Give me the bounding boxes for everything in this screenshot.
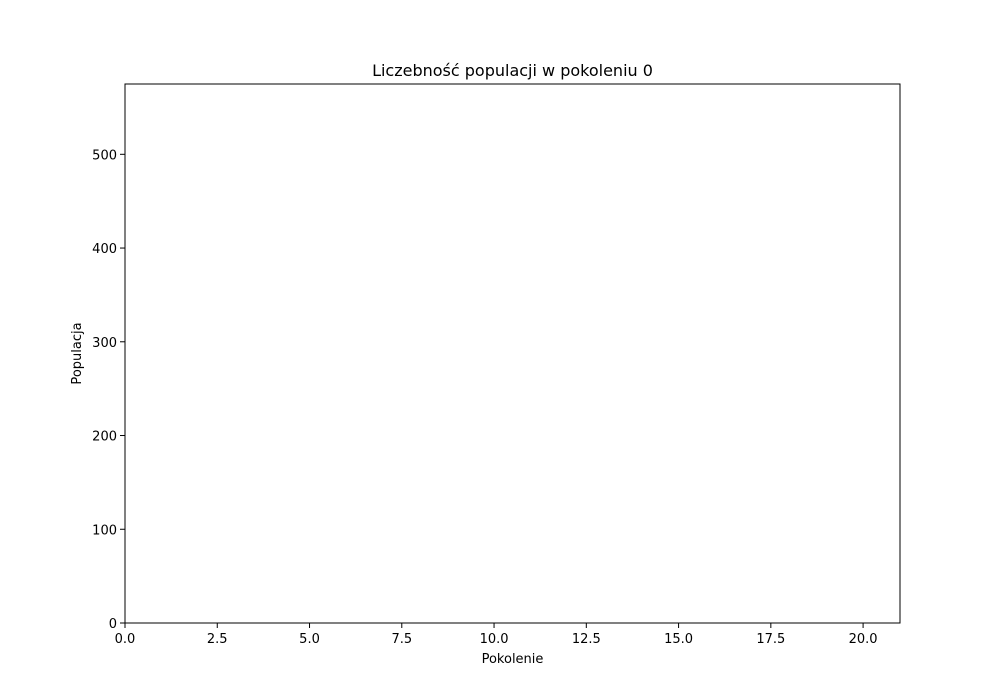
- x-tick-label: 7.5: [391, 632, 412, 647]
- y-tick-label: 400: [92, 242, 117, 257]
- y-tick-label: 200: [92, 430, 117, 445]
- plot-area: [124, 83, 901, 624]
- x-axis-label: Pokolenie: [482, 652, 544, 667]
- y-axis-ticks: 0 100 200 300 400 500: [92, 148, 125, 632]
- y-tick-label: 0: [109, 617, 117, 632]
- x-tick-label: 12.5: [572, 632, 601, 647]
- chart-title: Liczebność populacji w pokoleniu 0: [372, 61, 653, 80]
- x-tick-label: 0.0: [115, 632, 136, 647]
- x-tick-label: 20.0: [849, 632, 878, 647]
- x-tick-label: 5.0: [299, 632, 320, 647]
- y-tick-label: 300: [92, 336, 117, 351]
- x-tick-label: 2.5: [207, 632, 228, 647]
- y-tick-label: 500: [92, 148, 117, 163]
- x-tick-label: 10.0: [480, 632, 509, 647]
- y-axis-label: Populacja: [70, 322, 85, 384]
- x-tick-label: 17.5: [756, 632, 785, 647]
- x-tick-label: 15.0: [664, 632, 693, 647]
- x-axis-ticks: 0.0 2.5 5.0 7.5 10.0 12.5 15.0 17.5 20.0: [115, 623, 878, 647]
- y-tick-label: 100: [92, 523, 117, 538]
